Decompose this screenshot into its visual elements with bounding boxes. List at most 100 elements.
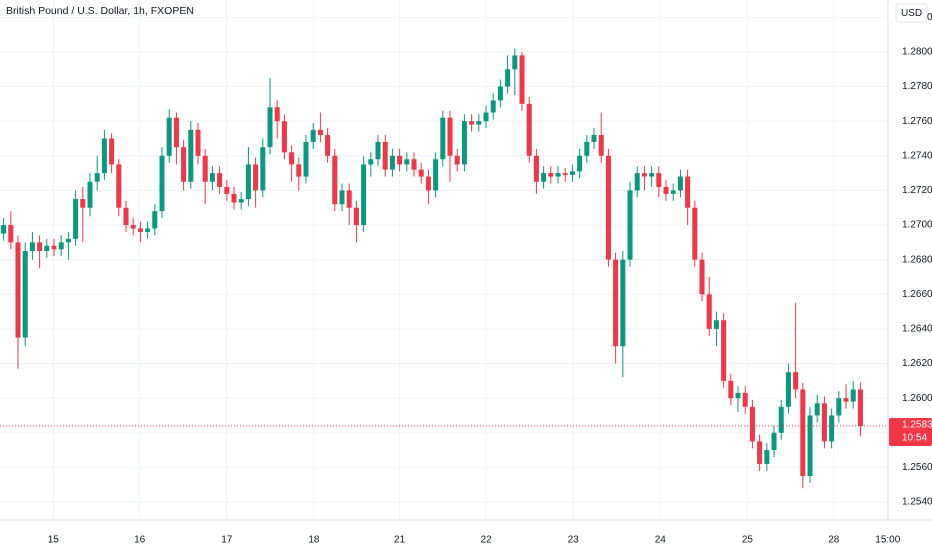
candle-body xyxy=(800,389,806,477)
x-tick-label: 21 xyxy=(394,535,406,546)
y-tick-label: 1.25600 xyxy=(902,462,932,473)
candle-body xyxy=(73,199,79,239)
candle-body xyxy=(584,141,590,156)
countdown-label: 10:54 xyxy=(902,433,927,444)
candle-body xyxy=(137,228,143,232)
candle-body xyxy=(389,155,395,170)
candle-body xyxy=(742,392,748,407)
candle-body xyxy=(814,403,820,416)
candle-body xyxy=(325,135,331,156)
candle-body xyxy=(339,190,345,205)
candle-body xyxy=(721,320,727,381)
candle-body xyxy=(461,121,467,165)
candle-body xyxy=(238,199,244,203)
candle-body xyxy=(634,173,640,191)
candle-body xyxy=(469,121,475,125)
candle-body xyxy=(368,159,374,165)
candle-body xyxy=(202,155,208,182)
candle-body xyxy=(397,155,403,165)
candle-body xyxy=(843,398,849,402)
candle-body xyxy=(562,173,568,175)
candle-body xyxy=(627,190,633,260)
candle-body xyxy=(454,155,460,165)
candle-body xyxy=(123,207,129,226)
candle-body xyxy=(857,389,863,427)
candle-body xyxy=(685,176,691,208)
y-tick-label: 1.27200 xyxy=(902,185,932,196)
candle-body xyxy=(353,207,359,226)
candle-body xyxy=(771,432,777,451)
candle-body xyxy=(577,155,583,172)
candle-body xyxy=(332,155,338,205)
candle-body xyxy=(641,173,647,177)
candle-body xyxy=(663,186,669,194)
candle-body xyxy=(749,406,755,442)
candle-body xyxy=(101,138,107,174)
candle-body xyxy=(130,225,136,229)
candle-body xyxy=(375,141,381,160)
candle-body xyxy=(51,245,57,250)
y-tick-label: 1.25400 xyxy=(902,497,932,508)
candle-body xyxy=(346,190,352,208)
candle-body xyxy=(490,100,496,113)
candle-body xyxy=(188,129,194,182)
x-tick-label: 16 xyxy=(134,535,146,546)
current-price-label: 1.25839 xyxy=(902,420,932,431)
candle-body xyxy=(829,415,835,442)
candle-body xyxy=(850,389,856,402)
candle-body xyxy=(757,441,763,464)
x-tick-label: 25 xyxy=(742,535,754,546)
candle-body xyxy=(145,228,151,232)
candle-body xyxy=(605,155,611,260)
candle-body xyxy=(807,415,813,477)
y-tick-label: 1.26800 xyxy=(902,254,932,265)
candle-body xyxy=(598,135,604,156)
currency-label: USD xyxy=(901,8,922,19)
candle-body xyxy=(713,320,719,329)
candle-body xyxy=(526,103,532,156)
candle-body xyxy=(296,164,302,177)
y-tick-label: 1.26000 xyxy=(902,393,932,404)
candle-body xyxy=(692,207,698,260)
y-tick-label: 1.26200 xyxy=(902,358,932,369)
candle-body xyxy=(181,147,187,182)
candle-body xyxy=(37,242,43,251)
candle-body xyxy=(173,117,179,148)
candle-body xyxy=(152,211,158,229)
candle-body xyxy=(591,135,597,142)
candle-body xyxy=(677,176,683,191)
candle-body xyxy=(382,141,388,170)
candle-body xyxy=(159,155,165,212)
candle-body xyxy=(260,147,266,191)
x-tick-label: 17 xyxy=(221,535,233,546)
candle-body xyxy=(425,176,431,191)
candle-body xyxy=(555,173,561,177)
y-tick-label: 1.27800 xyxy=(902,81,932,92)
candle-body xyxy=(195,129,201,156)
candle-body xyxy=(519,55,525,104)
candle-body xyxy=(44,245,50,251)
candle-body xyxy=(440,117,446,160)
y-tick-label: 1.28000 xyxy=(902,47,932,58)
candle-body xyxy=(281,121,287,153)
candle-body xyxy=(778,406,784,433)
currency-button[interactable] xyxy=(895,3,928,23)
candle-body xyxy=(764,450,770,464)
candle-body xyxy=(217,173,223,187)
candle-body xyxy=(505,69,511,87)
y-tick-label: 1.27600 xyxy=(902,116,932,127)
candle-body xyxy=(497,86,503,101)
candle-body xyxy=(418,169,424,177)
candle-body xyxy=(483,112,489,122)
x-tick-label: 18 xyxy=(308,535,320,546)
candle-body xyxy=(267,107,273,148)
candle-body xyxy=(656,173,662,187)
candle-body xyxy=(224,186,230,194)
candle-body xyxy=(533,155,539,182)
candle-body xyxy=(706,294,712,329)
candle-body xyxy=(613,259,619,347)
x-tick-label: 28 xyxy=(828,535,840,546)
candle-body xyxy=(821,403,827,442)
candle-body xyxy=(793,372,799,390)
